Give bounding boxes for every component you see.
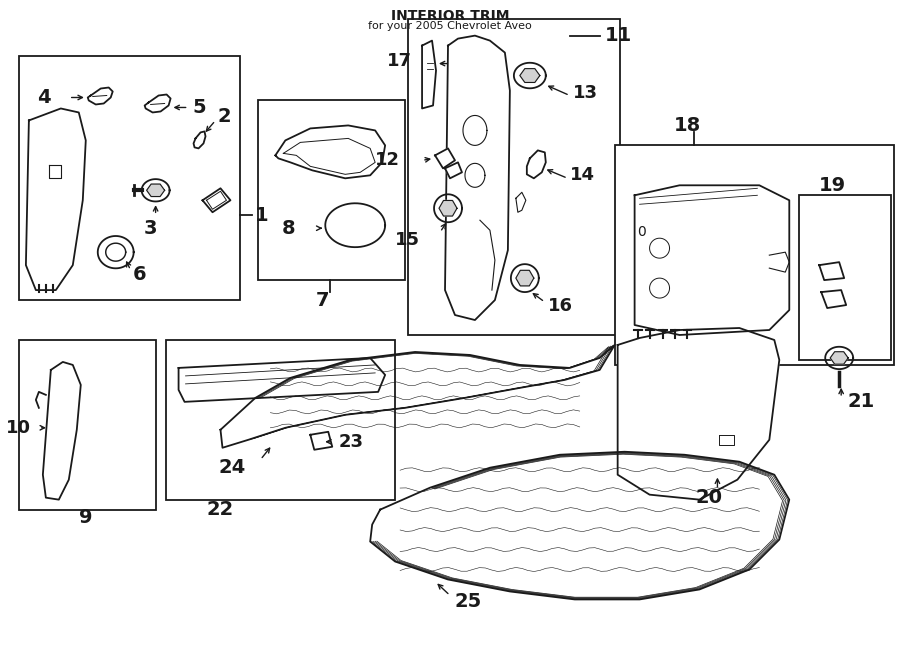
Text: 19: 19 (819, 176, 846, 195)
Text: 8: 8 (282, 219, 295, 238)
Polygon shape (310, 432, 332, 449)
Text: 1: 1 (255, 206, 268, 225)
Polygon shape (516, 192, 526, 212)
Text: 25: 25 (455, 592, 482, 611)
Polygon shape (178, 358, 385, 402)
Text: for your 2005 Chevrolet Aveo: for your 2005 Chevrolet Aveo (368, 20, 532, 30)
Text: 4: 4 (37, 88, 50, 107)
Text: 17: 17 (387, 52, 412, 69)
Polygon shape (435, 148, 455, 169)
Text: 15: 15 (395, 231, 420, 249)
Text: 24: 24 (218, 458, 246, 477)
Polygon shape (830, 352, 848, 364)
Polygon shape (520, 69, 540, 83)
Bar (166, 340, 395, 500)
Polygon shape (617, 328, 779, 500)
Text: 12: 12 (375, 151, 401, 169)
Text: 20: 20 (696, 488, 723, 507)
Polygon shape (147, 184, 165, 196)
Text: 10: 10 (6, 419, 31, 437)
Text: 18: 18 (674, 116, 701, 135)
Bar (408, 19, 619, 335)
Polygon shape (43, 362, 81, 500)
Polygon shape (445, 163, 462, 178)
Text: 21: 21 (847, 393, 875, 411)
Text: 16: 16 (548, 297, 572, 315)
Bar (19, 56, 240, 300)
Polygon shape (516, 270, 534, 286)
Polygon shape (220, 345, 615, 447)
Bar (19, 340, 156, 510)
Text: 11: 11 (605, 26, 632, 45)
Polygon shape (526, 151, 545, 178)
Polygon shape (202, 188, 230, 212)
Text: 22: 22 (207, 500, 234, 519)
Polygon shape (821, 290, 846, 308)
Polygon shape (370, 451, 789, 600)
Text: 7: 7 (316, 291, 329, 309)
Polygon shape (819, 262, 844, 280)
Text: INTERIOR TRIM: INTERIOR TRIM (391, 9, 509, 22)
Bar (615, 145, 894, 365)
Text: 0: 0 (637, 225, 646, 239)
Polygon shape (325, 204, 385, 247)
Text: 2: 2 (218, 107, 231, 126)
Text: 3: 3 (144, 219, 158, 238)
Text: 14: 14 (570, 167, 595, 184)
Polygon shape (439, 200, 457, 216)
Polygon shape (26, 108, 86, 290)
Polygon shape (88, 87, 112, 104)
Text: 6: 6 (132, 264, 147, 284)
Polygon shape (422, 40, 436, 108)
Text: 5: 5 (193, 98, 206, 117)
Polygon shape (445, 36, 510, 320)
Text: 13: 13 (572, 83, 598, 102)
Polygon shape (275, 126, 385, 178)
Bar (258, 100, 405, 280)
Bar (799, 195, 891, 360)
Polygon shape (145, 95, 171, 112)
Polygon shape (634, 185, 789, 335)
Text: 9: 9 (79, 508, 93, 527)
Polygon shape (194, 132, 205, 148)
Text: 23: 23 (338, 433, 364, 451)
